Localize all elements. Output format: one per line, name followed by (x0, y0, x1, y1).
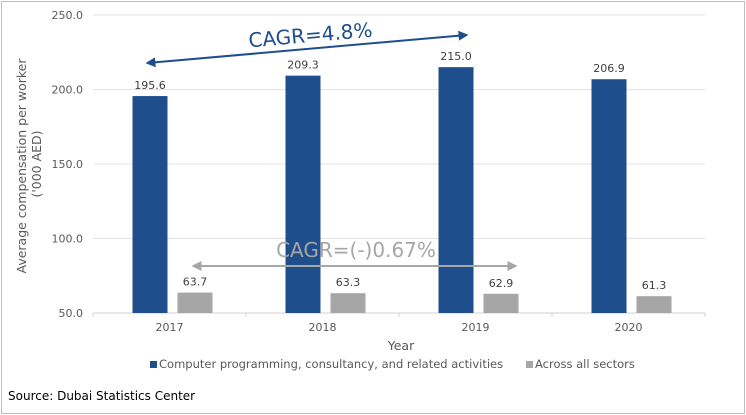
x-tick-label: 2018 (309, 321, 337, 334)
x-tick-label: 2017 (156, 321, 184, 334)
bar-across-all-sectors (177, 292, 213, 313)
bar-across-all-sectors (483, 293, 519, 313)
legend-label-computer-programming: Computer programming, consultancy, and r… (159, 357, 503, 371)
bar-computer-programming (591, 79, 627, 314)
bar-computer-programming (285, 75, 321, 313)
bar-across-all-sectors (636, 296, 672, 313)
cagr-label: CAGR=4.8% (247, 18, 373, 53)
data-label: 206.9 (593, 62, 625, 75)
data-label: 215.0 (440, 50, 472, 63)
bar-computer-programming (438, 67, 474, 314)
source-note: Source: Dubai Statistics Center (8, 389, 195, 403)
data-label: 62.9 (489, 277, 514, 290)
legend-swatch-across-all-sectors (526, 361, 533, 368)
data-label: 63.7 (183, 276, 208, 289)
data-label: 61.3 (642, 279, 667, 292)
y-tick-label: 150.0 (52, 158, 84, 171)
data-label: 63.3 (336, 276, 361, 289)
y-tick-label: 50.0 (59, 307, 84, 320)
y-tick-label: 250.0 (52, 9, 84, 22)
x-tick-label: 2020 (615, 321, 643, 334)
legend-swatch-computer-programming (150, 361, 157, 368)
legend-label-across-all-sectors: Across all sectors (535, 357, 635, 371)
legend-item-computer-programming[interactable]: Computer programming, consultancy, and r… (150, 357, 503, 371)
x-axis-label: Year (387, 338, 415, 353)
bars (132, 67, 672, 314)
bar-computer-programming (132, 96, 168, 313)
data-label: 209.3 (287, 59, 319, 72)
x-tick-label: 2019 (462, 321, 490, 334)
legend: Computer programming, consultancy, and r… (150, 357, 635, 371)
data-label: 195.6 (134, 79, 166, 92)
y-axis-label: Average compensation per worker ('000 AE… (14, 55, 44, 274)
cagr-label: CAGR=(-)0.67% (276, 238, 436, 262)
cagr-arrow (145, 30, 469, 68)
y-axis-label-line-2: ('000 AED) (29, 130, 44, 197)
y-axis-label-line-1: Average compensation per worker (14, 58, 29, 274)
y-tick-label: 200.0 (52, 84, 84, 97)
bar-across-all-sectors (330, 293, 366, 313)
y-axis-ticks: 50.0 100.0 150.0 200.0 250.0 (52, 9, 84, 320)
x-axis: 2017 2018 2019 2020 (92, 313, 706, 334)
legend-item-across-all-sectors[interactable]: Across all sectors (526, 357, 635, 371)
y-tick-label: 100.0 (52, 233, 84, 246)
